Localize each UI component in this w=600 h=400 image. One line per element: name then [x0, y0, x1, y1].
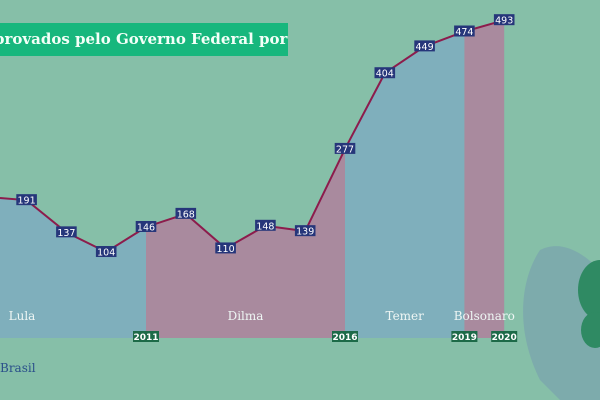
year-marker: 2020	[491, 331, 518, 343]
value-label-text: 168	[177, 209, 195, 220]
chart-title: provados pelo Governo Federal por ano	[0, 23, 288, 56]
period-label: Temer	[386, 309, 425, 323]
value-label-bg	[414, 40, 435, 52]
value-label-bg	[255, 219, 276, 231]
year-marker-bg	[491, 331, 518, 342]
value-label: 191	[16, 194, 37, 207]
value-label: 493	[493, 14, 515, 27]
value-label-bg	[294, 225, 316, 237]
year-marker: 2016	[332, 331, 358, 343]
value-label-text: 148	[256, 221, 274, 232]
value-label-bg	[334, 142, 356, 154]
period-area-lula	[0, 198, 146, 338]
value-label: 277	[334, 142, 356, 155]
value-label-bg	[215, 242, 236, 254]
bush-shape	[581, 312, 600, 348]
value-label: 449	[414, 40, 435, 53]
year-marker-bg	[451, 331, 478, 342]
value-label-bg	[454, 25, 475, 37]
value-label: 474	[454, 25, 475, 38]
value-label-bg	[493, 14, 515, 26]
year-marker-bg	[332, 331, 358, 342]
value-label-text: 474	[455, 27, 473, 38]
value-label: 168	[175, 207, 197, 220]
year-marker: 2011	[133, 331, 159, 343]
source-text: Brasil	[0, 361, 36, 375]
value-label-text: 277	[336, 144, 354, 155]
period-label: Lula	[9, 309, 36, 323]
value-label-text: 191	[18, 196, 36, 207]
leaf-decoration-icon	[523, 246, 600, 400]
period-area-dilma	[146, 148, 345, 338]
value-label: 137	[56, 226, 77, 239]
value-label-bg	[95, 246, 117, 258]
value-label: 146	[135, 220, 157, 233]
bush-shape	[578, 260, 600, 320]
value-label-bg	[374, 67, 396, 79]
value-label-text: 404	[376, 69, 394, 80]
year-marker-text: 2016	[332, 333, 357, 343]
value-label-text: 137	[57, 228, 75, 239]
value-label-bg	[16, 194, 37, 206]
value-label-text: 110	[217, 244, 235, 255]
value-label-bg	[135, 220, 157, 232]
period-area-bolsonaro	[464, 20, 505, 339]
value-label-text: 146	[137, 222, 155, 233]
value-label-text: 104	[97, 248, 115, 259]
year-marker-text: 2011	[133, 333, 158, 343]
period-label: Bolsonaro	[454, 309, 515, 323]
value-label-text: 139	[296, 227, 314, 238]
year-marker-text: 2020	[492, 333, 517, 343]
value-label-text: 493	[495, 16, 513, 27]
value-label-bg	[175, 207, 197, 219]
period-label: Dilma	[228, 309, 264, 323]
value-label-bg	[56, 226, 77, 238]
value-label: 110	[215, 242, 236, 255]
year-marker-bg	[133, 331, 159, 342]
value-label: 148	[255, 219, 276, 232]
period-area-temer	[345, 31, 465, 338]
value-label: 404	[374, 67, 396, 80]
value-label: 139	[294, 225, 316, 238]
value-label: 104	[95, 246, 117, 259]
year-marker-text: 2019	[452, 333, 477, 343]
year-marker: 2019	[451, 331, 478, 343]
value-label-text: 449	[416, 42, 434, 53]
